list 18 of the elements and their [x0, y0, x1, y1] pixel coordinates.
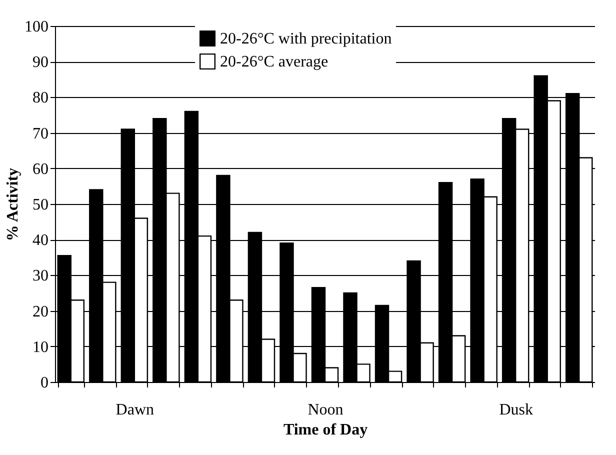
x-axis-title: Time of Day [283, 422, 368, 438]
y-tick-label: 60 [32, 160, 48, 178]
y-tick-label: 30 [32, 268, 48, 285]
y-tick-label: 10 [32, 338, 48, 356]
y-tick-label: 40 [32, 232, 48, 250]
y-axis-title: % Activity [4, 168, 22, 242]
x-tick-label: Dusk [499, 402, 533, 418]
y-tick-label: 80 [32, 90, 48, 107]
y-tick-label: 100 [24, 18, 48, 36]
y-tick-label: 50 [32, 196, 48, 214]
legend-label: 20-26°C with precipitation [220, 30, 392, 48]
y-tick-label: 0 [40, 374, 48, 392]
legend-label: 20-26°C average [220, 54, 328, 70]
y-tick-label: 90 [32, 54, 48, 72]
x-tick-label: Dawn [116, 402, 154, 418]
y-tick-label: 70 [32, 125, 48, 142]
y-tick-label: 20 [32, 303, 48, 320]
x-tick-label: Noon [308, 402, 344, 418]
